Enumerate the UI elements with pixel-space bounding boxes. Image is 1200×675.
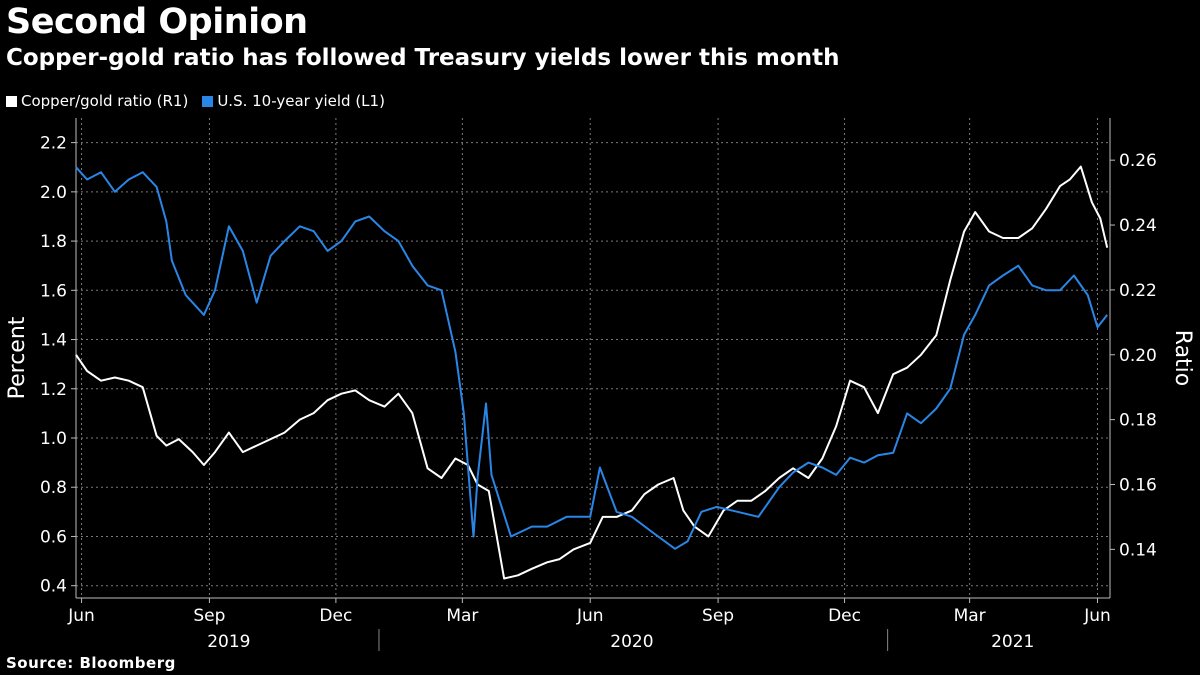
left-tick-label: 0.6	[40, 527, 67, 547]
series-line-yield	[75, 166, 1108, 550]
legend: Copper/gold ratio (R1) U.S. 10-year yiel…	[6, 92, 385, 110]
chart-subtitle: Copper-gold ratio has followed Treasury …	[6, 45, 840, 71]
legend-swatch-yield	[202, 95, 214, 107]
right-tick-label: 0.14	[1119, 540, 1157, 560]
x-tick-label: Jun	[576, 606, 604, 626]
right-tick-label: 0.24	[1119, 216, 1157, 236]
right-tick-label: 0.22	[1119, 281, 1157, 301]
x-tick-label: Dec	[319, 606, 352, 626]
right-tick-label: 0.26	[1119, 151, 1157, 171]
right-tick-label: 0.20	[1119, 346, 1157, 366]
left-tick-label: 0.8	[40, 478, 67, 498]
left-tick-label: 2.2	[40, 134, 67, 154]
year-label: 2021	[991, 632, 1034, 652]
legend-item-yield: U.S. 10-year yield (L1)	[202, 92, 385, 110]
source-note: Source: Bloomberg	[6, 654, 176, 672]
y-axis-title-left: Percent	[5, 316, 30, 399]
left-tick-label: 2.0	[40, 183, 67, 203]
x-tick-label: Sep	[193, 606, 225, 626]
series-line-copper-gold	[75, 165, 1109, 580]
left-tick-label: 1.6	[40, 281, 67, 301]
x-tick-label: Mar	[446, 606, 478, 626]
legend-item-copper-gold: Copper/gold ratio (R1)	[6, 92, 188, 110]
x-tick-label: Sep	[702, 606, 734, 626]
chart-title: Second Opinion	[6, 2, 308, 42]
x-tick-label: Jun	[67, 606, 95, 626]
year-label: 2019	[207, 632, 250, 652]
left-tick-label: 1.0	[40, 429, 67, 449]
x-tick-label: Mar	[954, 606, 986, 626]
right-tick-label: 0.16	[1119, 475, 1157, 495]
y-axis-title-right: Ratio	[1170, 330, 1195, 386]
legend-label-yield: U.S. 10-year yield (L1)	[217, 92, 385, 110]
legend-swatch-copper-gold	[6, 95, 17, 107]
right-tick-label: 0.18	[1119, 411, 1157, 431]
x-tick-label: Dec	[828, 606, 861, 626]
legend-label-copper-gold: Copper/gold ratio (R1)	[21, 92, 189, 110]
left-tick-label: 1.8	[40, 232, 67, 252]
left-tick-label: 1.2	[40, 380, 67, 400]
year-label: 2020	[610, 632, 653, 652]
left-tick-label: 1.4	[40, 331, 67, 351]
left-tick-label: 0.4	[40, 577, 67, 597]
x-tick-label: Jun	[1083, 606, 1111, 626]
